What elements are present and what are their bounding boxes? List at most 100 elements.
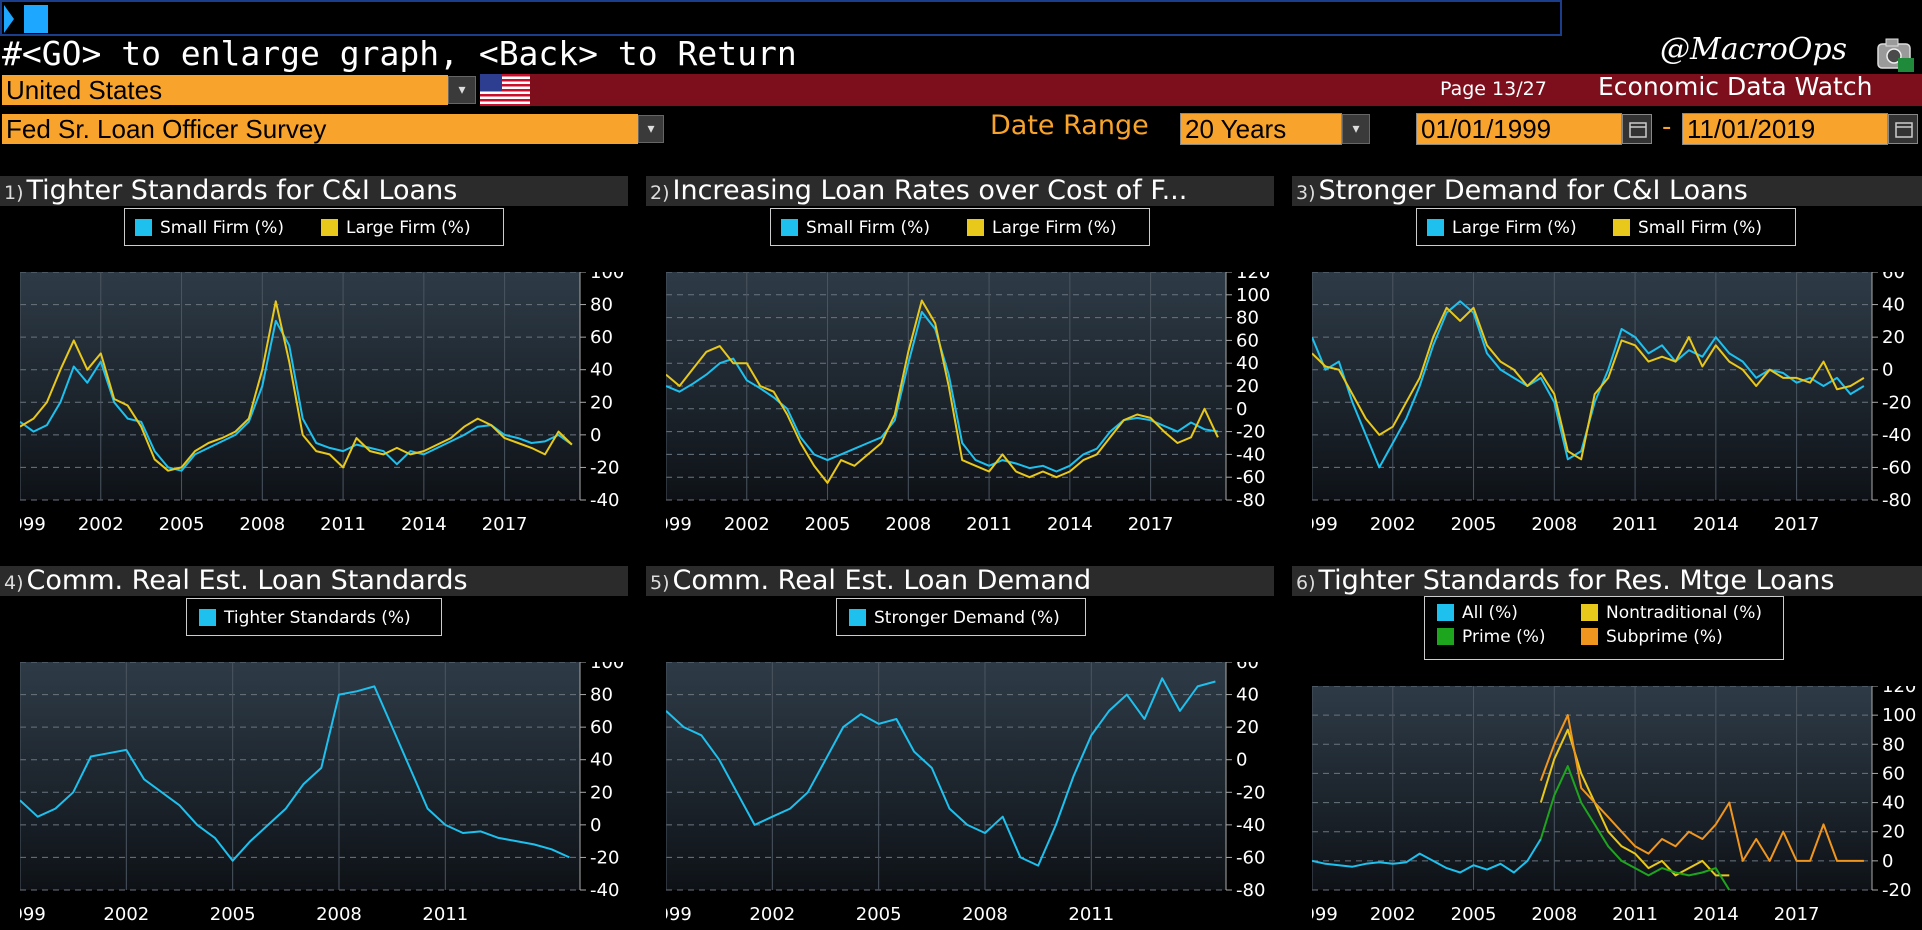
series-line[interactable] — [1312, 838, 1542, 874]
y-tick-label: 80 — [1882, 734, 1905, 755]
chart-title[interactable]: 3) Stronger Demand for C&I Loans — [1292, 176, 1922, 206]
legend-swatch — [1581, 604, 1598, 621]
y-tick-label: 20 — [1236, 717, 1259, 738]
chevron-down-icon[interactable]: ▾ — [638, 115, 664, 143]
date-range-select[interactable]: 20 Years — [1180, 113, 1342, 145]
legend-item[interactable]: Prime (%) — [1437, 627, 1546, 647]
calendar-icon[interactable] — [1888, 114, 1918, 144]
legend-swatch — [967, 219, 984, 236]
header-bar — [530, 74, 1922, 106]
survey-select[interactable]: Fed Sr. Loan Officer Survey — [2, 114, 638, 144]
series-line[interactable] — [20, 319, 573, 472]
chart-number: 6) — [1296, 572, 1316, 594]
y-tick-label: 60 — [1882, 272, 1905, 283]
y-tick-label: 40 — [1236, 353, 1259, 374]
legend-item[interactable]: All (%) — [1437, 603, 1518, 623]
legend-label: Small Firm (%) — [1638, 218, 1762, 238]
chart-legend: Tighter Standards (%) — [186, 598, 442, 636]
x-tick-label: 2008 — [962, 904, 1008, 925]
series-line[interactable] — [1539, 714, 1864, 862]
x-tick-label: 2002 — [1370, 904, 1416, 925]
chevron-down-icon[interactable]: ▾ — [448, 76, 476, 104]
chart-title[interactable]: 2) Increasing Loan Rates over Cost of F..… — [646, 176, 1274, 206]
x-tick-label: 1999 — [20, 904, 46, 925]
y-tick-label: 0 — [1236, 399, 1247, 420]
x-tick-label: 2005 — [856, 904, 902, 925]
y-tick-label: -20 — [1236, 782, 1265, 803]
legend-label: Subprime (%) — [1606, 627, 1723, 647]
y-tick-label: 60 — [1236, 330, 1259, 351]
x-tick-label: 2002 — [78, 514, 124, 535]
country-select[interactable]: United States — [2, 75, 448, 105]
x-tick-label: 2002 — [724, 514, 770, 535]
x-tick-label: 1999 — [20, 514, 46, 535]
series-line[interactable] — [1539, 765, 1731, 891]
legend-swatch — [321, 219, 338, 236]
end-date-field[interactable]: 11/01/2019 — [1682, 113, 1888, 145]
series-line[interactable] — [20, 300, 573, 472]
chart-title[interactable]: 1) Tighter Standards for C&I Loans — [0, 176, 628, 206]
series-line[interactable] — [666, 677, 1216, 867]
chart-title[interactable]: 5) Comm. Real Est. Loan Demand — [646, 566, 1274, 596]
x-tick-label: 2011 — [1068, 904, 1114, 925]
legend-item[interactable]: Large Firm (%) — [1427, 218, 1577, 238]
camera-icon[interactable] — [1872, 34, 1918, 74]
legend-item[interactable]: Small Firm (%) — [1613, 218, 1762, 238]
legend-swatch — [1437, 604, 1454, 621]
y-tick-label: 60 — [1882, 763, 1905, 784]
plot-area — [20, 272, 580, 500]
y-tick-label: 40 — [1882, 793, 1905, 814]
legend-label: Stronger Demand (%) — [874, 608, 1060, 628]
legend-item[interactable]: Subprime (%) — [1581, 627, 1723, 647]
y-tick-label: 0 — [1236, 750, 1247, 771]
legend-item[interactable]: Stronger Demand (%) — [849, 608, 1060, 628]
chart-number: 4) — [4, 572, 24, 594]
series-line[interactable] — [20, 685, 570, 862]
calendar-icon[interactable] — [1622, 114, 1652, 144]
series-line[interactable] — [1312, 306, 1865, 461]
x-tick-label: 2014 — [401, 514, 447, 535]
chart-plot[interactable]: 100 80 60 40 20 0 -20 -40 1999 2002 2005 2008 2011 — [20, 662, 636, 930]
y-tick-label: 0 — [590, 425, 601, 446]
x-tick-label: 2008 — [885, 514, 931, 535]
chart-legend: Stronger Demand (%) — [836, 598, 1086, 636]
legend-label: Prime (%) — [1462, 627, 1546, 647]
y-tick-label: 0 — [1882, 851, 1893, 872]
y-tick-label: 20 — [1236, 376, 1259, 397]
chart-plot[interactable]: 100 80 60 40 20 0 -20 -40 1999 2002 2005 2008 2011 20… — [20, 272, 636, 540]
page-indicator: Page 13/27 — [1440, 78, 1547, 100]
chart-title[interactable]: 6) Tighter Standards for Res. Mtge Loans — [1292, 566, 1922, 596]
y-tick-label: -40 — [1236, 815, 1265, 836]
legend-swatch — [1427, 219, 1444, 236]
legend-item[interactable]: Large Firm (%) — [967, 218, 1117, 238]
legend-item[interactable]: Small Firm (%) — [135, 218, 284, 238]
legend-item[interactable]: Nontraditional (%) — [1581, 603, 1762, 623]
chevron-down-icon[interactable]: ▾ — [1342, 114, 1370, 144]
y-tick-label: -20 — [1236, 422, 1265, 443]
start-date-field[interactable]: 01/01/1999 — [1416, 113, 1622, 145]
legend-item[interactable]: Large Firm (%) — [321, 218, 471, 238]
y-tick-label: -80 — [1882, 490, 1911, 511]
legend-swatch — [1613, 219, 1630, 236]
chart-plot[interactable]: 60 40 20 0 -20 -40 -60 -80 1999 2002 2005 2008 2011 2… — [1312, 272, 1922, 540]
chart-number: 5) — [650, 572, 670, 594]
chart-legend: Small Firm (%) Large Firm (%) — [124, 208, 504, 246]
y-tick-label: -40 — [1882, 425, 1911, 446]
y-tick-label: 40 — [590, 360, 613, 381]
y-tick-label: 80 — [1236, 308, 1259, 329]
chart-title[interactable]: 4) Comm. Real Est. Loan Standards — [0, 566, 628, 596]
chart-plot[interactable]: 60 40 20 0 -20 -40 -60 -80 1999 2002 2005 2008 2011 — [666, 662, 1282, 930]
x-tick-label: 2005 — [805, 514, 851, 535]
y-tick-label: 40 — [590, 750, 613, 771]
chart-legend: All (%) Nontraditional (%) Prime (%) Subpri… — [1424, 596, 1784, 660]
legend-item[interactable]: Small Firm (%) — [781, 218, 930, 238]
y-tick-label: 40 — [1882, 295, 1905, 316]
chart-number: 1) — [4, 182, 24, 204]
series-line[interactable] — [666, 299, 1219, 484]
chart-plot[interactable]: 120 100 80 60 40 20 0 -20 1999 2002 2005 2008 2011 20… — [1312, 686, 1922, 930]
y-tick-label: 120 — [1236, 272, 1270, 283]
legend-item[interactable]: Tighter Standards (%) — [199, 608, 411, 628]
command-bar[interactable] — [0, 0, 1562, 36]
y-tick-label: 20 — [1882, 822, 1905, 843]
